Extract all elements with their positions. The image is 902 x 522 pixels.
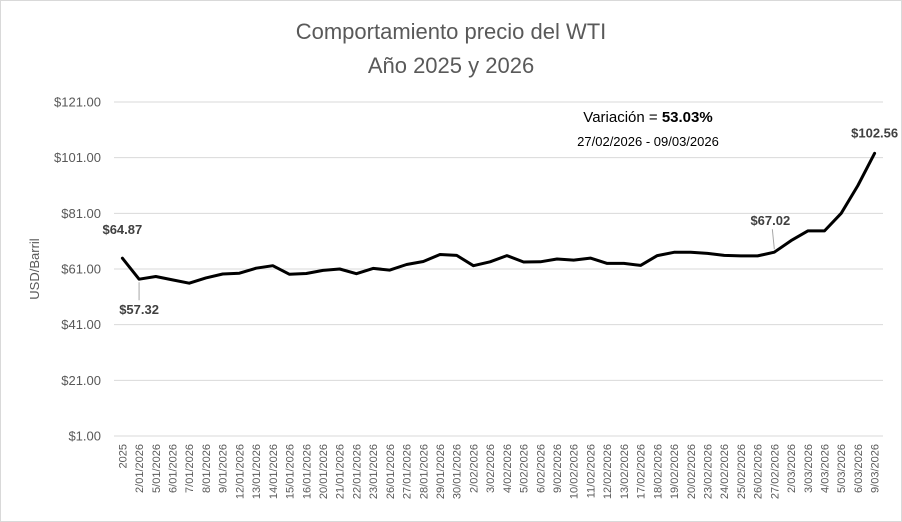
chart-subtitle: Año 2025 y 2026 bbox=[367, 53, 535, 78]
y-tick-label: $61.00 bbox=[61, 262, 101, 277]
x-tick-label: 21/01/2026 bbox=[335, 444, 347, 499]
y-tick-label: $81.00 bbox=[61, 206, 101, 221]
x-tick-label: 25/02/2026 bbox=[736, 444, 748, 499]
data-label: $64.87 bbox=[102, 222, 142, 237]
x-tick-label: 26/01/2026 bbox=[385, 444, 397, 499]
x-tick-label: 11/02/2026 bbox=[585, 444, 597, 498]
y-tick-label: $101.00 bbox=[54, 150, 101, 165]
x-tick-label: 5/02/2026 bbox=[519, 444, 531, 493]
x-tick-label: 12/02/2026 bbox=[602, 444, 614, 499]
x-tick-label: 4/02/2026 bbox=[502, 444, 514, 493]
x-tick-label: 22/01/2026 bbox=[351, 444, 363, 499]
x-tick-label: 17/02/2026 bbox=[636, 444, 648, 499]
variation-label: Variación = 53.03% bbox=[583, 109, 712, 126]
series-line bbox=[120, 151, 877, 285]
variation-dates: 27/02/2026 - 09/03/2026 bbox=[577, 134, 719, 149]
x-tick-label: 8/01/2026 bbox=[201, 444, 213, 493]
x-tick-label: 19/02/2026 bbox=[669, 444, 681, 499]
x-tick-label: 5/03/2026 bbox=[836, 444, 848, 493]
x-tick-label: 29/01/2026 bbox=[435, 444, 447, 499]
x-tick-label: 18/02/2026 bbox=[652, 444, 664, 499]
x-tick-label: 6/03/2026 bbox=[853, 444, 865, 493]
x-tick-label: 15/01/2026 bbox=[285, 444, 297, 499]
y-axis-title: USD/Barril bbox=[27, 238, 42, 300]
y-tick-label: $121.00 bbox=[54, 95, 101, 110]
x-tick-label: 9/03/2026 bbox=[870, 444, 882, 493]
x-tick-label: 27/02/2026 bbox=[769, 444, 781, 499]
x-tick-label: 5/01/2026 bbox=[151, 444, 163, 493]
x-tick-label: 9/01/2026 bbox=[218, 444, 230, 493]
x-tick-label: 24/02/2026 bbox=[719, 444, 731, 499]
x-tick-label: 2025 bbox=[117, 444, 129, 468]
variation-value: 53.03% bbox=[662, 109, 713, 126]
x-tick-label: 14/01/2026 bbox=[268, 444, 280, 499]
x-tick-label: 20/01/2026 bbox=[318, 444, 330, 499]
x-tick-label: 27/01/2026 bbox=[402, 444, 414, 499]
x-tick-label: 13/02/2026 bbox=[619, 444, 631, 499]
chart-title: Comportamiento precio del WTI bbox=[295, 19, 607, 44]
x-tick-label: 9/02/2026 bbox=[552, 444, 564, 493]
y-tick-label: $1.00 bbox=[68, 429, 101, 444]
data-label: $102.56 bbox=[851, 125, 898, 140]
x-tick-label: 13/01/2026 bbox=[251, 444, 263, 499]
x-tick-label: 2/01/2026 bbox=[134, 444, 146, 493]
x-tick-label: 28/01/2026 bbox=[418, 444, 430, 499]
x-tick-label: 6/01/2026 bbox=[168, 444, 180, 493]
x-tick-label: 30/01/2026 bbox=[452, 444, 464, 499]
x-tick-label: 12/01/2026 bbox=[234, 444, 246, 499]
x-tick-label: 16/01/2026 bbox=[301, 444, 313, 499]
annotation-leader bbox=[771, 229, 775, 250]
variation-prefix: Variación = bbox=[583, 109, 662, 126]
x-tick-label: 7/01/2026 bbox=[184, 444, 196, 493]
y-tick-label: $41.00 bbox=[61, 317, 101, 332]
x-tick-label: 23/02/2026 bbox=[702, 444, 714, 499]
x-tick-label: 3/02/2026 bbox=[485, 444, 497, 493]
x-tick-label: 26/02/2026 bbox=[753, 444, 765, 499]
data-label: $57.32 bbox=[119, 302, 159, 317]
x-tick-label: 4/03/2026 bbox=[819, 444, 831, 493]
x-tick-label: 2/02/2026 bbox=[468, 444, 480, 493]
x-tick-label: 3/03/2026 bbox=[803, 444, 815, 493]
x-tick-label: 2/03/2026 bbox=[786, 444, 798, 493]
x-tick-label: 6/02/2026 bbox=[535, 444, 547, 493]
y-tick-label: $21.00 bbox=[61, 373, 101, 388]
data-label: $67.02 bbox=[750, 213, 790, 228]
x-tick-label: 10/02/2026 bbox=[569, 444, 581, 499]
x-tick-label: 20/02/2026 bbox=[686, 444, 698, 499]
x-tick-label: 23/01/2026 bbox=[368, 444, 380, 499]
